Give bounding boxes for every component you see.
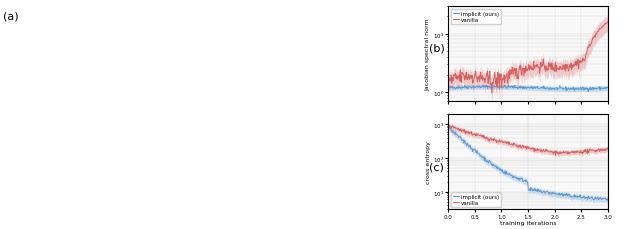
implicit (ours): [444, 125, 452, 128]
Line: implicit (ours): implicit (ours): [448, 127, 608, 201]
vanilla: [590, 150, 598, 152]
implicit (ours): [589, 198, 597, 201]
implicit (ours): [604, 87, 612, 89]
implicit (ours): [579, 197, 587, 199]
vanilla: [589, 37, 597, 40]
Legend: implicit (ours), vanilla: implicit (ours), vanilla: [451, 10, 501, 25]
X-axis label: training iterations: training iterations: [500, 220, 556, 225]
vanilla: [540, 63, 548, 65]
vanilla: [445, 125, 452, 128]
vanilla: [540, 149, 548, 152]
Text: (b): (b): [429, 43, 445, 53]
vanilla: [445, 84, 452, 87]
Line: vanilla: vanilla: [448, 22, 608, 94]
vanilla: [543, 68, 550, 71]
Text: (a): (a): [3, 11, 19, 21]
vanilla: [540, 148, 547, 151]
implicit (ours): [540, 191, 547, 193]
implicit (ours): [590, 88, 598, 90]
vanilla: [543, 150, 550, 153]
implicit (ours): [542, 191, 550, 193]
Text: (c): (c): [429, 162, 444, 172]
vanilla: [604, 21, 612, 24]
implicit (ours): [444, 87, 452, 89]
Y-axis label: Jacobian spectral norm: Jacobian spectral norm: [426, 18, 431, 90]
vanilla: [580, 149, 588, 152]
implicit (ours): [580, 87, 588, 90]
vanilla: [446, 124, 454, 127]
vanilla: [604, 147, 612, 150]
vanilla: [444, 86, 452, 89]
vanilla: [580, 59, 588, 62]
implicit (ours): [540, 85, 548, 88]
Y-axis label: cross entropy: cross entropy: [426, 141, 431, 183]
implicit (ours): [445, 87, 452, 90]
Line: implicit (ours): implicit (ours): [448, 86, 608, 92]
implicit (ours): [543, 88, 550, 90]
vanilla: [444, 125, 452, 127]
implicit (ours): [504, 84, 512, 87]
implicit (ours): [584, 91, 592, 94]
vanilla: [552, 154, 559, 157]
implicit (ours): [540, 87, 547, 90]
Line: vanilla: vanilla: [448, 126, 608, 156]
vanilla: [540, 58, 547, 61]
implicit (ours): [539, 191, 547, 194]
implicit (ours): [604, 199, 612, 202]
vanilla: [488, 92, 496, 95]
implicit (ours): [445, 128, 452, 130]
Legend: implicit (ours), vanilla: implicit (ours), vanilla: [451, 192, 501, 207]
